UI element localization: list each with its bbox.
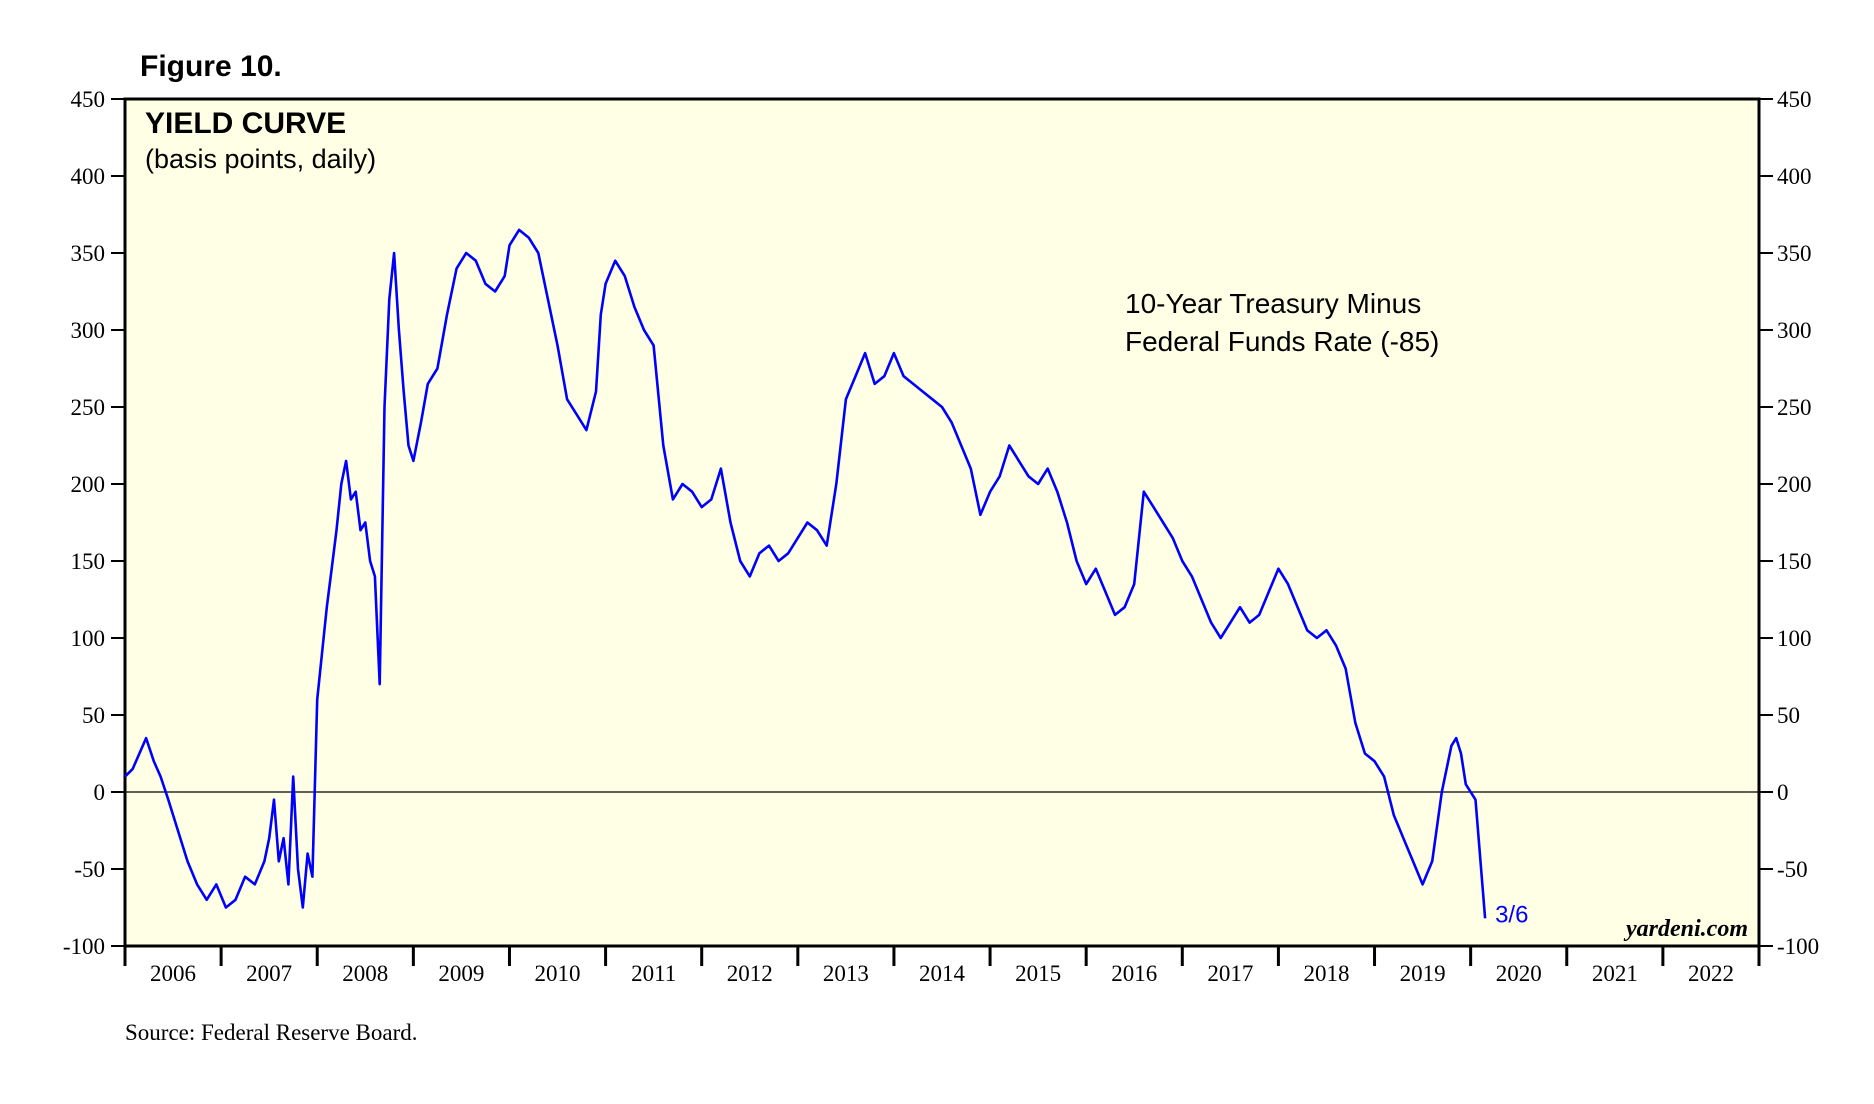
chart-subtitle: (basis points, daily) [145,144,376,174]
x-tick-label: 2013 [823,961,869,986]
y-tick-label-left: -100 [63,934,105,959]
x-tick-label: 2007 [246,961,292,986]
x-tick-label: 2006 [150,961,196,986]
y-tick-label-left: 0 [94,780,106,805]
y-tick-label-right: 0 [1777,780,1789,805]
x-tick-label: 2012 [727,961,773,986]
x-tick-label: 2022 [1688,961,1734,986]
y-tick-label-left: 150 [71,549,106,574]
source-note: Source: Federal Reserve Board. [125,1020,418,1045]
x-tick-label: 2008 [342,961,388,986]
annotation-line-2: Federal Funds Rate (-85) [1125,326,1439,357]
y-tick-label-right: 450 [1777,87,1812,112]
y-tick-label-left: -50 [74,857,105,882]
y-tick-label-left: 50 [82,703,105,728]
y-tick-label-right: -100 [1777,934,1819,959]
watermark: yardeni.com [1623,916,1748,942]
y-tick-label-left: 300 [71,318,106,343]
x-tick-label: 2009 [438,961,484,986]
plot-background [123,97,1761,948]
y-tick-label-right: 150 [1777,549,1812,574]
y-tick-label-right: -50 [1777,857,1808,882]
annotation-line-1: 10-Year Treasury Minus [1125,288,1421,319]
x-tick-label: 2020 [1496,961,1542,986]
y-tick-label-left: 250 [71,395,106,420]
y-tick-label-left: 200 [71,472,106,497]
y-tick-label-left: 350 [71,241,106,266]
y-tick-label-left: 400 [71,164,106,189]
x-tick-label: 2011 [631,961,676,986]
y-tick-label-left: 450 [71,87,106,112]
x-tick-label: 2016 [1111,961,1157,986]
y-tick-label-left: 100 [71,626,106,651]
y-tick-label-right: 400 [1777,164,1812,189]
left-axis: -100 -50 0 50 100 150 200 250 300 350 400 450 [63,87,125,959]
chart-title: YIELD CURVE [145,107,346,140]
x-tick-label: 2019 [1400,961,1446,986]
x-tick-label: 2018 [1303,961,1349,986]
x-axis: 2006 2007 2008 2009 2010 2011 2012 2013 2014 2015… [123,946,1761,986]
y-tick-label-right: 100 [1777,626,1812,651]
right-axis: -100 -50 0 50 100 150 200 250 300 350 400 450 [1759,87,1819,959]
x-tick-label: 2021 [1592,961,1638,986]
x-tick-label: 2014 [919,961,966,986]
y-tick-label-right: 200 [1777,472,1812,497]
end-label: 3/6 [1495,901,1528,928]
x-tick-label: 2015 [1015,961,1061,986]
yield-curve-line [124,228,1487,919]
x-tick-label: 2017 [1207,961,1253,986]
y-tick-label-right: 350 [1777,241,1812,266]
figure-label: Figure 10. [140,50,282,83]
x-tick-label: 2010 [535,961,581,986]
y-tick-label-right: 300 [1777,318,1812,343]
y-tick-label-right: 50 [1777,703,1800,728]
y-tick-label-right: 250 [1777,395,1812,420]
